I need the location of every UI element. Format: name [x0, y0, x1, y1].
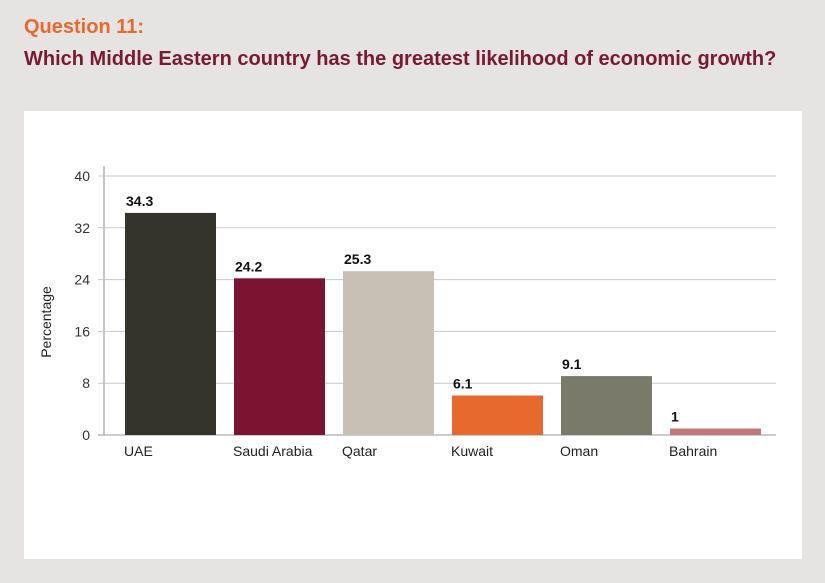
chart-panel: 0 8 16 24 32 40 34.3 UAE 24.2 Saudi Arabia 25.3 Qat…	[24, 111, 802, 559]
x-tick-label: Qatar	[342, 443, 377, 459]
value-label: 9.1	[562, 356, 582, 372]
x-tick-label: Oman	[560, 443, 598, 459]
value-label: 6.1	[453, 376, 473, 392]
y-tick-label: 32	[74, 220, 90, 236]
x-tick-label: Saudi Arabia	[233, 443, 313, 459]
y-tick-label: 0	[82, 427, 90, 443]
value-label: 24.2	[235, 258, 262, 274]
y-axis-title: Percentage	[38, 286, 54, 358]
bar-oman	[561, 376, 652, 435]
bar-qatar	[343, 271, 434, 435]
y-tick-label: 8	[82, 375, 90, 391]
x-tick-label: Kuwait	[451, 443, 493, 459]
question-text: Which Middle Eastern country has the gre…	[24, 48, 777, 70]
bar-bahrain	[670, 428, 761, 435]
y-tick-label: 16	[74, 323, 90, 339]
bar-chart: 0 8 16 24 32 40 34.3 UAE 24.2 Saudi Arabia 25.3 Qat…	[38, 166, 776, 459]
value-label: 25.3	[344, 251, 371, 267]
x-tick-label: Bahrain	[669, 443, 717, 459]
question-label: Question 11:	[24, 16, 145, 38]
value-label: 1	[671, 409, 679, 425]
x-tick-label: UAE	[124, 443, 153, 459]
bar-kuwait	[452, 395, 543, 435]
value-label: 34.3	[126, 193, 153, 209]
y-tick-label: 24	[74, 272, 90, 288]
bar-uae	[125, 212, 216, 435]
y-tick-label: 40	[74, 168, 90, 184]
bar-saudi-arabia	[234, 278, 325, 435]
